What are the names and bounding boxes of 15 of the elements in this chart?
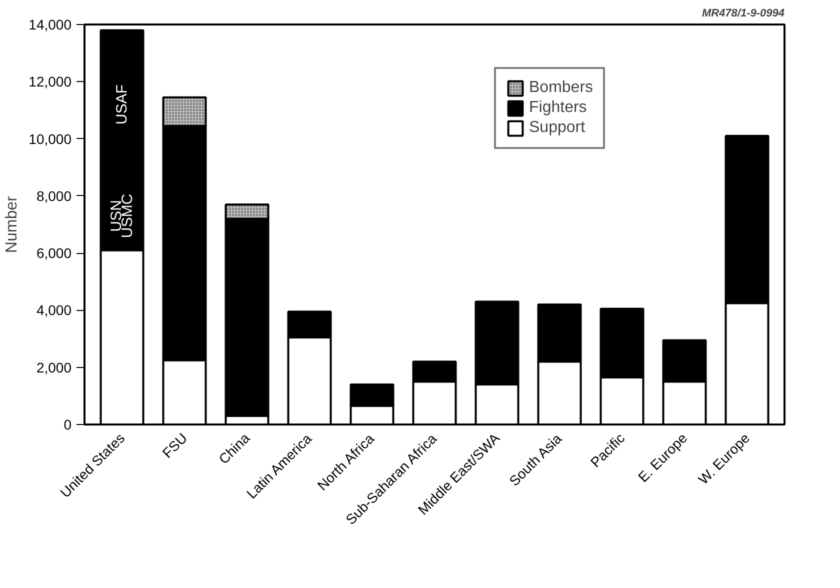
y-axis-title: Number: [4, 195, 21, 253]
text: MR478/1-9-0994: [702, 8, 785, 20]
legend-label: Fighters: [529, 99, 587, 117]
legend-label: Support: [529, 119, 586, 137]
annotation: USAF: [114, 84, 130, 124]
annotation: USN USMC: [108, 194, 136, 238]
y-tick-label: 14,000: [28, 16, 72, 32]
y-tick-label: 10,000: [28, 130, 72, 147]
y-tick-label: 4,000: [36, 302, 72, 318]
y-tick-label: 12,000: [28, 74, 72, 90]
y-tick-label: 0: [64, 416, 72, 432]
legend-label: Bombers: [529, 79, 594, 97]
y-tick-label: 8,000: [36, 188, 72, 204]
y-tick-label: 6,000: [36, 245, 72, 262]
y-tick-label: 2,000: [36, 359, 72, 376]
